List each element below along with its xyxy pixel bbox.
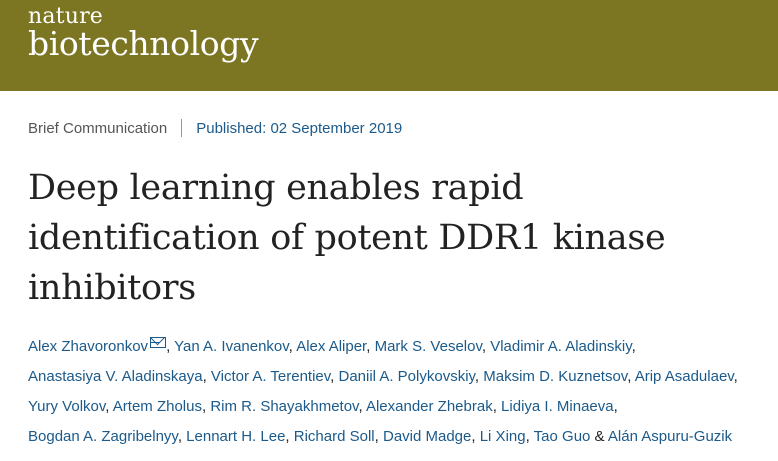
article-meta: Brief Communication Published: 02 Septem…	[28, 119, 402, 137]
author-separator: &	[590, 428, 608, 445]
author-link[interactable]: Alexander Zhebrak	[365, 398, 493, 415]
article-title: Deep learning enables rapid identificati…	[28, 163, 758, 313]
author-link[interactable]: Bogdan A. Zagribelnyy	[28, 428, 178, 445]
author-link[interactable]: Maksim D. Kuznetsov	[483, 368, 628, 385]
author-separator: ,	[177, 428, 187, 445]
author-separator: ,	[631, 338, 636, 355]
article-type: Brief Communication	[28, 119, 168, 137]
published-date: 02 September 2019	[270, 119, 403, 137]
author-link[interactable]: Lidiya I. Minaeva	[501, 398, 614, 415]
author-link[interactable]: David Madge	[382, 428, 472, 445]
mail-icon[interactable]	[150, 337, 167, 348]
author-separator: ,	[471, 428, 480, 445]
author-separator: ,	[105, 398, 113, 415]
author-link[interactable]: Lennart H. Lee	[186, 428, 286, 445]
logo-line-nature: nature	[28, 4, 104, 29]
author-separator: ,	[525, 428, 534, 445]
author-link[interactable]: Yury Volkov	[28, 398, 106, 415]
author-separator: ,	[474, 368, 484, 385]
meta-divider	[181, 119, 183, 137]
title-line: Deep learning enables rapid	[28, 168, 524, 208]
author-link[interactable]: Li Xing	[479, 428, 526, 445]
title-line: identification of potent DDR1 kinase	[28, 218, 666, 258]
author-link[interactable]: Yan A. Ivanenkov	[174, 338, 289, 355]
logo-line-biotechnology: biotechnology	[28, 24, 259, 63]
author-separator: ,	[366, 338, 375, 355]
author-separator: ,	[201, 398, 211, 415]
author-link[interactable]: Arip Asadulaev	[634, 368, 734, 385]
author-separator: ,	[613, 398, 618, 415]
author-link[interactable]: Daniil A. Polykovskiy	[338, 368, 475, 385]
author-link[interactable]: Vladimir A. Aladinskiy	[490, 338, 632, 355]
journal-masthead: nature biotechnology	[0, 0, 778, 91]
author-list: Alex Zhavoronkov, Yan A. Ivanenkov, Alex…	[28, 332, 758, 452]
author-separator: ,	[330, 368, 339, 385]
author-link[interactable]: Anastasiya V. Aladinskaya	[28, 368, 203, 385]
author-link[interactable]: Mark S. Veselov	[374, 338, 482, 355]
author-link[interactable]: Richard Soll	[293, 428, 375, 445]
author-link[interactable]: Alex Aliper	[296, 338, 367, 355]
journal-logo[interactable]: nature biotechnology	[28, 4, 259, 63]
author-separator: ,	[358, 398, 366, 415]
author-separator: ,	[492, 398, 502, 415]
author-link[interactable]: Alán Aspuru-Guzik	[607, 428, 733, 445]
author-link[interactable]: Rim R. Shayakhmetov	[210, 398, 359, 415]
author-separator: ,	[166, 338, 175, 355]
author-link[interactable]: Victor A. Terentiev	[210, 368, 331, 385]
author-separator: ,	[285, 428, 294, 445]
published-label: Published:	[196, 119, 267, 137]
author-link[interactable]: Artem Zholus	[112, 398, 202, 415]
author-separator: ,	[202, 368, 211, 385]
author-separator: ,	[374, 428, 383, 445]
author-separator: ,	[733, 368, 738, 385]
title-line: inhibitors	[28, 268, 196, 308]
author-link[interactable]: Alex Zhavoronkov	[28, 338, 149, 355]
author-separator: ,	[288, 338, 297, 355]
author-separator: ,	[627, 368, 635, 385]
author-link[interactable]: Tao Guo	[533, 428, 591, 445]
author-separator: ,	[481, 338, 491, 355]
